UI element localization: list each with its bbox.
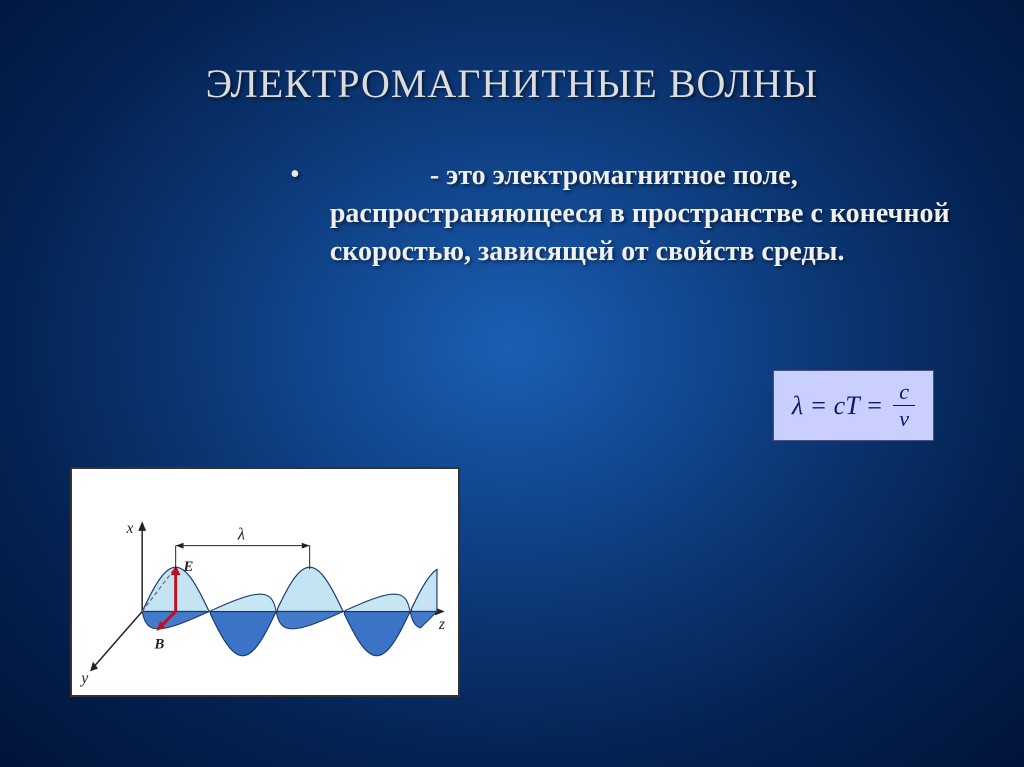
svg-text:x: x [125,520,133,537]
formula-numerator: c [893,381,915,406]
definition-text: - это электромагнитное поле, распростран… [330,157,954,270]
slide: ЭЛЕКТРОМАГНИТНЫЕ ВОЛНЫ • - это электрома… [0,0,1024,767]
slide-title: ЭЛЕКТРОМАГНИТНЫЕ ВОЛНЫ [70,60,954,107]
bullet-icon: • [290,161,300,189]
svg-text:E: E [183,559,194,575]
em-wave-svg: x y z E Bλ [72,469,458,695]
svg-text:λ: λ [237,525,245,544]
svg-text:B: B [153,636,164,652]
svg-text:z: z [438,616,445,633]
formula-denominator: ν [893,406,915,430]
wavelength-formula: λ = cT = c ν [773,370,934,441]
svg-text:y: y [79,670,88,687]
formula-lhs: λ = cT = [792,391,883,421]
em-wave-figure: x y z E Bλ [70,467,460,697]
formula-fraction: c ν [893,381,915,430]
body-row: • - это электромагнитное поле, распростр… [70,157,954,270]
